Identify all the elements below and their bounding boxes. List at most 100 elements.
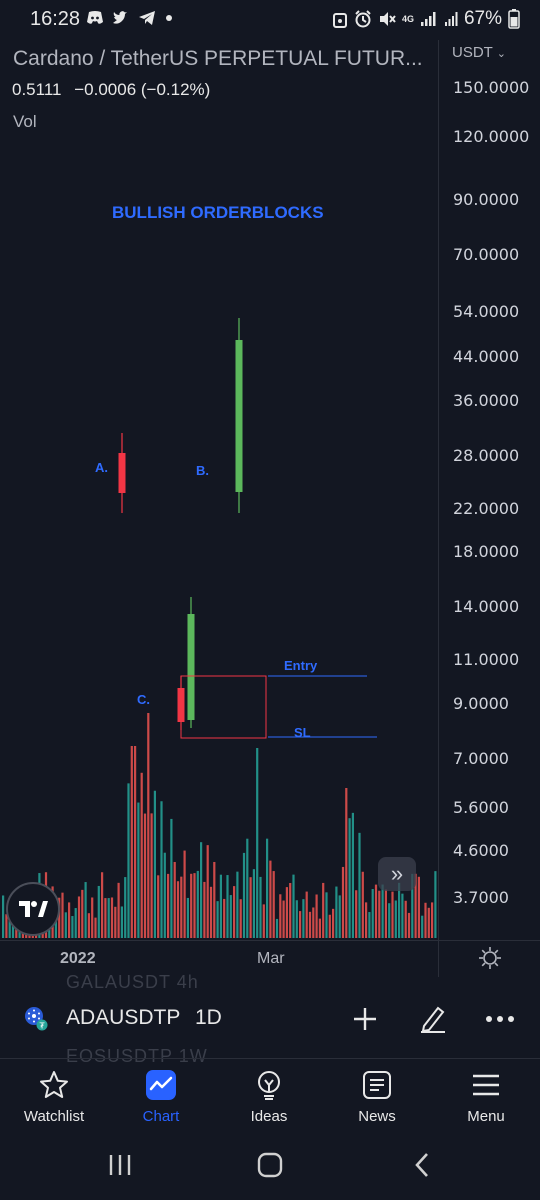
double-chevron-right-icon: » (390, 861, 404, 886)
tab-watchlist[interactable]: Watchlist (9, 1064, 99, 1134)
volume-bar (391, 891, 394, 938)
volume-bar (358, 832, 361, 938)
volume-bar (378, 890, 381, 938)
volume-bar (289, 883, 292, 938)
recent-apps-button[interactable] (100, 1150, 140, 1180)
volume-bar (312, 907, 315, 938)
volume-bar (5, 914, 8, 938)
volume-bar (249, 877, 252, 938)
tab-chart[interactable]: Chart (116, 1064, 206, 1134)
tradingview-logo-icon (19, 901, 48, 917)
status-bar: 16:28 4G 67% (0, 0, 540, 40)
ghost-symbol-row-1: GALAUSDT 4h (66, 972, 199, 992)
more-dots-icon (486, 1016, 514, 1022)
volume-bar (236, 871, 239, 938)
volume-bar (223, 898, 226, 938)
tab-label: News (358, 1108, 396, 1125)
volume-label[interactable]: Vol (13, 112, 37, 131)
volume-bar (120, 906, 123, 938)
symbol-name[interactable]: ADAUSDTP (66, 1006, 181, 1029)
lightbulb-icon (258, 1071, 280, 1100)
symbol-logo-icon: ₮ (23, 1005, 49, 1031)
volume-bar (308, 911, 312, 938)
volume-bar (71, 916, 74, 938)
tab-menu[interactable]: Menu (441, 1064, 531, 1134)
scroll-to-realtime-button[interactable]: » (378, 857, 416, 891)
dot-icon (166, 15, 172, 21)
volume-bar (94, 917, 97, 938)
add-button[interactable] (348, 1002, 382, 1036)
volume-bar (160, 801, 163, 938)
more-options-button[interactable] (483, 1002, 517, 1036)
volume-bar (394, 900, 397, 938)
tab-ideas[interactable]: Ideas (224, 1064, 314, 1134)
volume-bar (167, 873, 170, 938)
price-tick: 18.0000 (453, 542, 520, 561)
volume-bar (388, 903, 391, 938)
orderblock-box (180, 675, 267, 739)
price-tick: 5.6000 (453, 798, 509, 817)
volume-bar (404, 900, 407, 938)
price-tick: 11.0000 (453, 650, 520, 669)
mute-icon (379, 12, 396, 26)
volume-bar (407, 912, 411, 938)
volume-bar (101, 872, 104, 938)
price-tick: 70.0000 (453, 245, 520, 264)
annotation-c: C. (137, 692, 150, 707)
volume-bar (110, 897, 114, 938)
volume-bar (256, 748, 259, 938)
drawing-tools-button[interactable] (416, 1002, 450, 1036)
back-button[interactable] (402, 1150, 442, 1180)
price-tick: 22.0000 (453, 499, 520, 518)
price-tick: 14.0000 (453, 597, 520, 616)
volume-bar (140, 772, 143, 938)
news-icon (363, 1071, 391, 1099)
volume-bar (127, 783, 130, 938)
volume-bar (114, 906, 117, 938)
candle-c-green-body (187, 614, 195, 720)
volume-bar (355, 890, 358, 938)
price-readout: 0.5111 −0.0006 (−0.12%) (12, 80, 210, 100)
volume-bar (58, 897, 61, 938)
tab-label: Chart (142, 1108, 180, 1125)
price-tick: 3.7000 (453, 888, 509, 907)
tab-label: Watchlist (23, 1108, 85, 1125)
volume-bar (157, 875, 160, 938)
pen-icon (421, 1006, 445, 1033)
volume-bar (176, 881, 180, 938)
volume-bar (318, 918, 321, 938)
tab-news[interactable]: News (332, 1064, 422, 1134)
annotation-b: B. (196, 463, 209, 478)
price-tick: 54.0000 (453, 302, 520, 321)
volume-bar (285, 887, 288, 938)
time-tick-2022: 2022 (60, 950, 96, 967)
volume-bar (374, 884, 378, 938)
volume-bar (81, 889, 84, 938)
volume-bar (124, 877, 127, 938)
volume-bar (351, 812, 354, 938)
volume-bar (325, 892, 328, 938)
volume-bar (117, 882, 120, 938)
volume-bar (282, 900, 285, 938)
system-nav-bar (0, 1140, 540, 1200)
home-button[interactable] (250, 1150, 290, 1180)
signal-icon (420, 12, 436, 26)
volume-bar (401, 893, 404, 938)
timeframe-selector[interactable]: 1D (195, 1006, 222, 1029)
volume-bar (338, 895, 341, 938)
battery-icon (508, 9, 520, 29)
volume-bar (371, 889, 374, 938)
volume-bar (292, 874, 295, 938)
tradingview-logo[interactable] (6, 882, 60, 936)
chart-icon (146, 1070, 176, 1100)
discord-icon (87, 11, 103, 24)
tab-label: Menu (467, 1108, 505, 1125)
volume-bar (345, 788, 348, 938)
currency-selector[interactable]: USDT ⌄ (452, 44, 506, 61)
volume-bar (84, 882, 87, 938)
plus-icon (354, 1008, 376, 1030)
volume-bar (143, 813, 147, 938)
star-icon (40, 1071, 68, 1098)
volume-bar (361, 871, 364, 938)
settings-gear-icon[interactable] (478, 946, 502, 970)
